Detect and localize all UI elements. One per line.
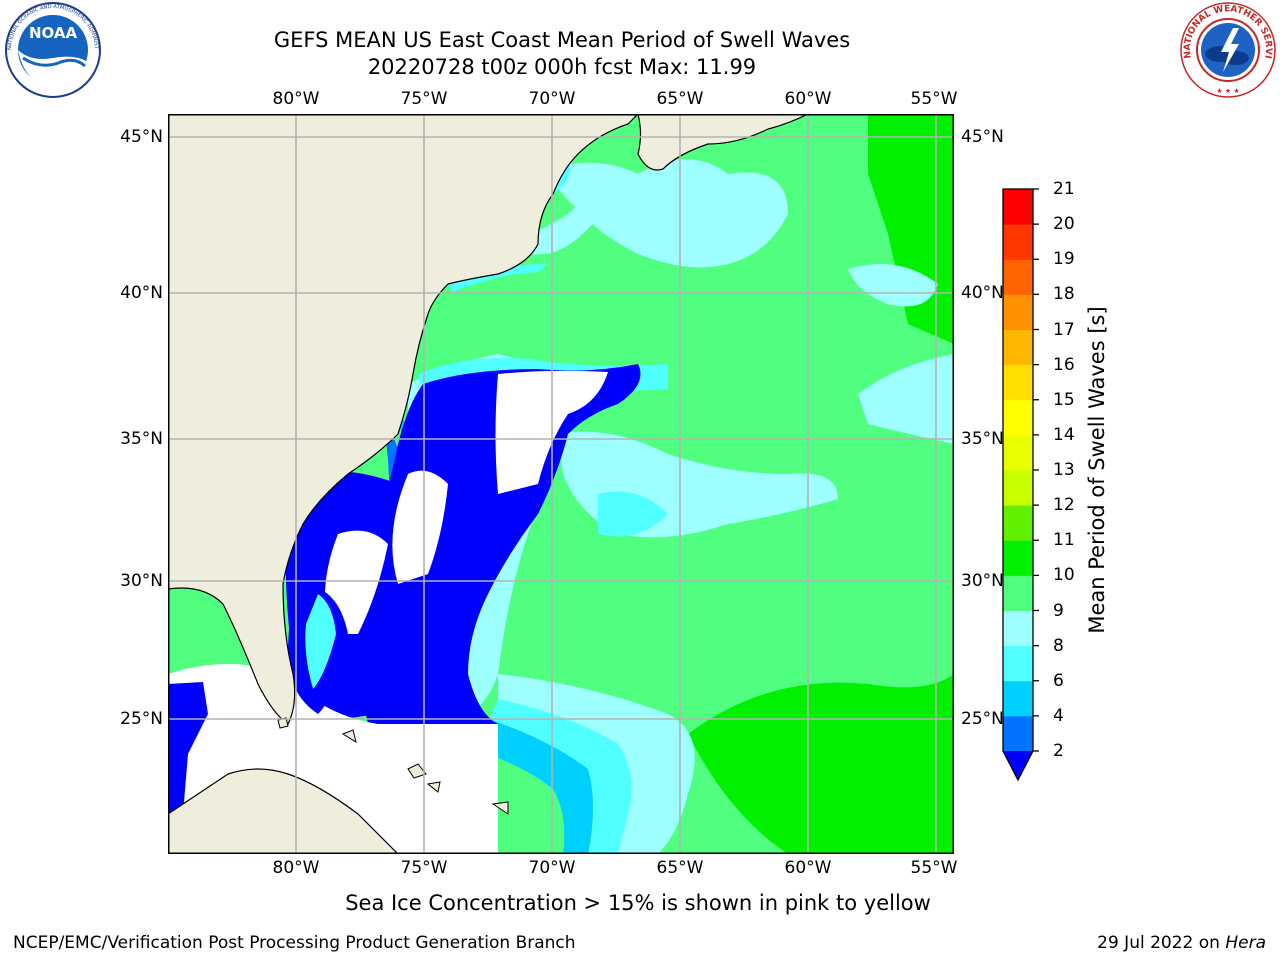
footer-host: Hera xyxy=(1225,933,1266,953)
colorbar-label-8: 8 xyxy=(1053,635,1064,656)
colorbar-bin-10-11 xyxy=(1003,540,1033,576)
colorbar-title: Mean Period of Swell Waves [s] xyxy=(1085,306,1109,634)
colorbar-bin-14-15 xyxy=(1003,399,1033,436)
colorbar-bin-6-8 xyxy=(1003,645,1033,682)
zone-8-9s-east2 xyxy=(858,354,954,444)
lon-tick-top-75w: 75°W xyxy=(400,89,448,109)
lat-tick-left-25n: 25°N xyxy=(120,709,163,729)
lon-tick-bottom-80w: 80°W xyxy=(272,858,320,878)
colorbar-bin-9-10 xyxy=(1003,575,1033,611)
colorbar-label-9: 9 xyxy=(1053,600,1064,621)
zone-6-8s-coast xyxy=(448,264,548,292)
land-us-east-coast xyxy=(168,114,639,725)
lon-tick-bottom-55w: 55°W xyxy=(910,858,958,878)
colorbar-bin-13-14 xyxy=(1003,434,1033,471)
colorbar-label-4: 4 xyxy=(1053,705,1064,726)
chart-subtitle: 20220728 t00z 000h fcst Max: 11.99 xyxy=(367,55,757,79)
colorbar-bin-2-4 xyxy=(1003,715,1033,752)
noaa-logo: NOAA NATIONAL OCEANIC AND ATMOSPHERIC AD… xyxy=(1,0,101,98)
lon-tick-bottom-70w: 70°W xyxy=(528,858,576,878)
colorbar-bin-16-17 xyxy=(1003,329,1033,366)
zone-white-3 xyxy=(324,530,388,634)
noaa-logo-text: NOAA xyxy=(29,24,78,42)
colorbar-label-6: 6 xyxy=(1053,670,1064,691)
sea-ice-note: Sea Ice Concentration > 15% is shown in … xyxy=(345,891,931,915)
lon-tick-top-70w: 70°W xyxy=(528,89,576,109)
zone-under-2s-gulf xyxy=(168,682,208,814)
colorbar-label-21: 21 xyxy=(1053,179,1075,199)
lon-tick-bottom-60w: 60°W xyxy=(784,858,832,878)
colorbar-label-10: 10 xyxy=(1053,565,1075,586)
colorbar-label-19: 19 xyxy=(1053,249,1075,270)
lat-tick-left-40n: 40°N xyxy=(120,283,163,303)
lat-tick-left-45n: 45°N xyxy=(120,127,163,147)
colorbar-label-16: 16 xyxy=(1053,354,1075,375)
colorbar-bin-18-19 xyxy=(1003,259,1033,295)
colorbar-bin-11-12 xyxy=(1003,505,1033,541)
footer-date-text: 29 Jul 2022 on xyxy=(1097,933,1226,953)
land-cuba xyxy=(168,768,399,854)
zone-4-6s-south xyxy=(488,719,593,854)
zone-under-2s xyxy=(358,364,641,724)
colorbar-label-11: 11 xyxy=(1053,530,1075,551)
colorbar-label-20: 20 xyxy=(1053,214,1075,235)
map-border xyxy=(168,114,954,854)
lat-tick-left-35n: 35°N xyxy=(120,429,163,449)
lon-tick-top-60w: 60°W xyxy=(784,89,832,109)
lon-tick-top-55w: 55°W xyxy=(910,89,958,109)
colorbar-bin-8-9 xyxy=(1003,610,1033,647)
lat-tick-right-30n: 30°N xyxy=(961,571,1004,591)
colorbar-bin-12-13 xyxy=(1003,470,1033,506)
zone-8-9s-east xyxy=(848,264,938,307)
zone-6-8s-patch xyxy=(598,491,668,537)
colorbar-label-2: 2 xyxy=(1053,741,1064,761)
lat-tick-left-30n: 30°N xyxy=(120,571,163,591)
chart-title: GEFS MEAN US East Coast Mean Period of S… xyxy=(273,28,851,52)
graticule xyxy=(168,114,954,854)
land-bahamas xyxy=(277,717,509,815)
lat-tick-right-35n: 35°N xyxy=(961,429,1004,449)
colorbar-bin-20-21 xyxy=(1003,189,1033,225)
lon-tick-top-65w: 65°W xyxy=(656,89,704,109)
colorbar-label-17: 17 xyxy=(1053,319,1075,340)
lat-tick-right-45n: 45°N xyxy=(961,127,1004,147)
swell-period-map xyxy=(168,114,954,854)
colorbar-bin-17-18 xyxy=(1003,294,1033,330)
lon-tick-bottom-65w: 65°W xyxy=(656,858,704,878)
colorbar-bin-4-6 xyxy=(1003,680,1033,717)
lat-tick-right-25n: 25°N xyxy=(961,709,1004,729)
nws-logo: NATIONAL WEATHER SERVICE ★ ★ ★ xyxy=(1177,0,1276,98)
colorbar-label-14: 14 xyxy=(1053,424,1075,445)
colorbar-bin-19-20 xyxy=(1003,224,1033,260)
colorbar xyxy=(1002,188,1039,782)
colorbar-outline xyxy=(1002,188,1034,782)
colorbar-under-triangle xyxy=(1003,751,1033,780)
footer-credit: NCEP/EMC/Verification Post Processing Pr… xyxy=(13,933,576,953)
lon-tick-bottom-75w: 75°W xyxy=(400,858,448,878)
zone-6-8s-fl xyxy=(305,594,336,689)
colorbar-label-18: 18 xyxy=(1053,284,1075,305)
colorbar-bin-15-16 xyxy=(1003,364,1033,401)
lat-tick-right-40n: 40°N xyxy=(961,283,1004,303)
colorbar-label-15: 15 xyxy=(1053,389,1075,410)
footer-date: 29 Jul 2022 on Hera xyxy=(1097,933,1266,953)
svg-text:★ ★ ★: ★ ★ ★ xyxy=(1216,87,1239,95)
zone-white-2 xyxy=(392,470,448,584)
colorbar-label-13: 13 xyxy=(1053,460,1075,480)
lon-tick-top-80w: 80°W xyxy=(272,89,320,109)
colorbar-label-12: 12 xyxy=(1053,495,1075,516)
